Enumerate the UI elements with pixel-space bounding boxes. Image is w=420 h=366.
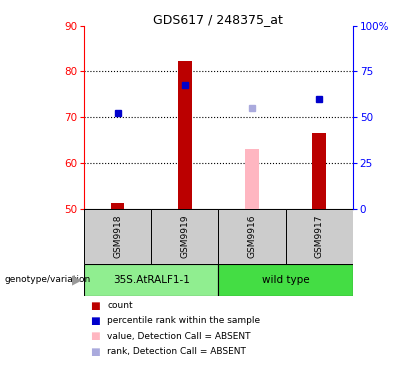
Bar bbox=[218, 264, 353, 296]
Text: 35S.AtRALF1-1: 35S.AtRALF1-1 bbox=[113, 275, 190, 285]
Text: ■: ■ bbox=[90, 300, 100, 311]
Text: rank, Detection Call = ABSENT: rank, Detection Call = ABSENT bbox=[107, 347, 246, 356]
Text: genotype/variation: genotype/variation bbox=[4, 276, 90, 284]
Text: GSM9919: GSM9919 bbox=[180, 214, 189, 258]
Bar bbox=[178, 61, 192, 209]
Bar bbox=[312, 133, 326, 209]
Text: GSM9916: GSM9916 bbox=[247, 214, 257, 258]
Text: GSM9918: GSM9918 bbox=[113, 214, 122, 258]
Text: value, Detection Call = ABSENT: value, Detection Call = ABSENT bbox=[107, 332, 251, 341]
Bar bbox=[84, 264, 218, 296]
Text: percentile rank within the sample: percentile rank within the sample bbox=[107, 317, 260, 325]
Text: ■: ■ bbox=[90, 331, 100, 341]
Bar bbox=[245, 149, 259, 209]
Text: GDS617 / 248375_at: GDS617 / 248375_at bbox=[153, 13, 284, 26]
Bar bbox=[286, 209, 353, 264]
Text: count: count bbox=[107, 301, 133, 310]
Text: GSM9917: GSM9917 bbox=[315, 214, 324, 258]
Bar bbox=[84, 209, 151, 264]
Text: wild type: wild type bbox=[262, 275, 310, 285]
Bar bbox=[111, 203, 124, 209]
Text: ■: ■ bbox=[90, 347, 100, 357]
Bar bbox=[218, 209, 286, 264]
Text: ▶: ▶ bbox=[72, 273, 82, 287]
Bar bbox=[151, 209, 218, 264]
Text: ■: ■ bbox=[90, 316, 100, 326]
